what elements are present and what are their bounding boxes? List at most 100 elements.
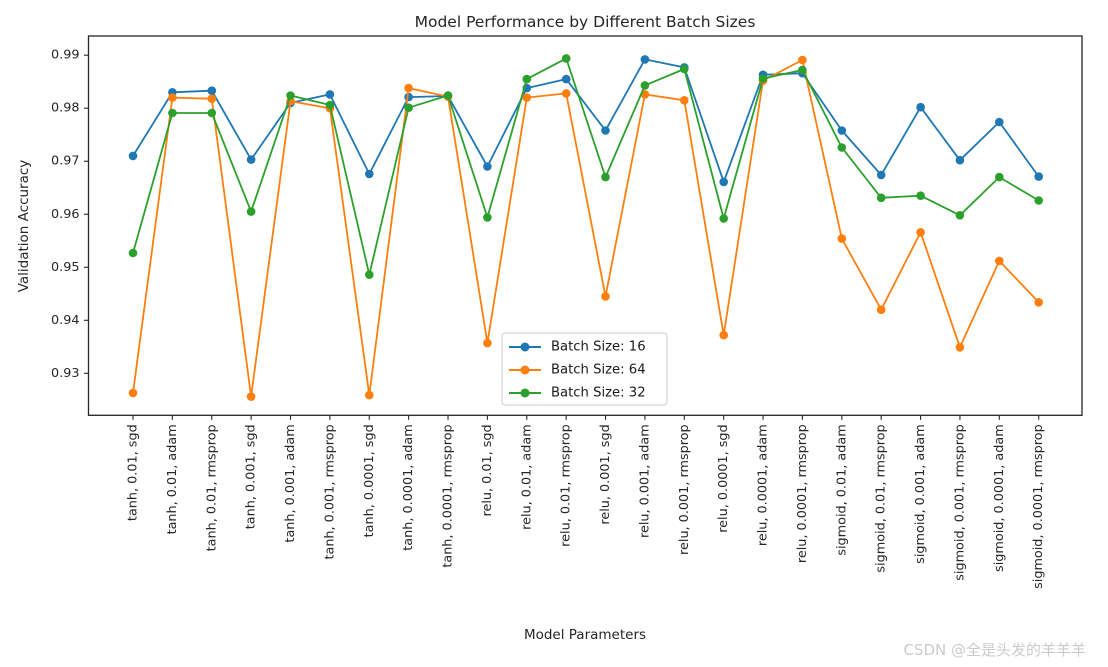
data-point <box>561 54 571 63</box>
data-point <box>955 211 965 220</box>
data-point <box>168 108 177 118</box>
data-point <box>837 143 847 152</box>
data-point <box>404 83 413 93</box>
x-tick-label: relu, 0.0001, sgd <box>716 424 731 532</box>
x-tick-label: relu, 0.001, adam <box>637 424 652 538</box>
data-point <box>207 86 217 95</box>
data-point <box>798 65 807 75</box>
y-axis-label: Validation Accuracy <box>16 160 32 293</box>
data-point <box>876 170 886 180</box>
x-tick-label: relu, 0.001, rmsprop <box>677 424 692 555</box>
data-point <box>443 91 453 100</box>
data-point <box>207 94 217 103</box>
legend-item-batch-16: Batch Size: 16 <box>509 340 646 355</box>
legend-item-batch-32: Batch Size: 32 <box>509 386 646 401</box>
y-tick-label: 0.97 <box>51 154 80 169</box>
x-tick-label: relu, 0.01, rmsprop <box>559 424 574 547</box>
data-point <box>955 343 965 352</box>
data-point <box>837 126 847 135</box>
x-tick-label: sigmoid, 0.0001, adam <box>992 424 1007 572</box>
data-point <box>601 126 610 135</box>
data-point <box>758 74 768 83</box>
data-point <box>561 74 571 84</box>
series-line <box>132 59 1040 398</box>
x-tick-label: tanh, 0.001, adam <box>283 424 298 542</box>
data-point <box>128 248 138 258</box>
data-point <box>365 390 374 400</box>
data-point <box>719 330 728 340</box>
y-tick-label: 0.95 <box>51 260 80 275</box>
data-point <box>207 108 217 118</box>
legend-frame <box>501 332 668 406</box>
data-point <box>680 96 689 105</box>
data-point <box>246 207 256 216</box>
series-line <box>132 57 1040 276</box>
x-tick-label: sigmoid, 0.0001, rmsprop <box>1031 424 1046 589</box>
y-tick-label: 0.98 <box>51 101 80 116</box>
data-point <box>719 214 728 223</box>
data-point <box>601 292 610 301</box>
data-point <box>522 93 532 102</box>
x-tick-label: tanh, 0.0001, sgd <box>362 424 377 537</box>
legend-label: Batch Size: 64 <box>551 363 646 378</box>
plot-border <box>87 35 1083 416</box>
data-point <box>798 55 807 65</box>
x-tick-label: relu, 0.01, sgd <box>480 424 495 516</box>
x-tick-label: tanh, 0.01, adam <box>165 424 180 534</box>
x-tick-label: sigmoid, 0.001, adam <box>913 424 928 564</box>
data-point <box>404 103 413 112</box>
x-tick-label: relu, 0.01, adam <box>519 424 534 530</box>
y-tick-label: 0.93 <box>51 366 80 381</box>
legend-label: Batch Size: 32 <box>551 386 646 401</box>
data-point <box>719 177 728 187</box>
data-point <box>325 90 335 99</box>
data-point <box>246 155 256 164</box>
x-tick-label: tanh, 0.0001, rmsprop <box>441 424 456 567</box>
data-point <box>916 191 925 200</box>
x-tick-label: tanh, 0.001, rmsprop <box>322 424 337 559</box>
data-point <box>128 388 138 398</box>
data-point <box>365 270 374 280</box>
data-point <box>483 213 492 222</box>
chart-title: Model Performance by Different Batch Siz… <box>415 13 756 31</box>
data-point <box>601 172 610 182</box>
x-tick-label: sigmoid, 0.001, rmsprop <box>952 424 967 580</box>
legend: Batch Size: 16 Batch Size: 64 Batch Size… <box>501 332 668 406</box>
data-point <box>365 169 374 179</box>
series-batch-size-32 <box>128 54 1043 280</box>
legend-item-batch-64: Batch Size: 64 <box>509 363 646 378</box>
data-point <box>128 151 138 161</box>
data-point <box>995 117 1004 127</box>
x-tick-label: tanh, 0.0001, adam <box>401 424 416 550</box>
x-tick-label: tanh, 0.01, sgd <box>126 424 141 521</box>
x-tick-label: tanh, 0.001, sgd <box>244 424 259 529</box>
data-point <box>1034 172 1043 181</box>
legend-label: Batch Size: 16 <box>551 340 646 355</box>
x-tick-label: tanh, 0.01, rmsprop <box>204 424 219 551</box>
data-point <box>246 392 256 401</box>
y-tick-label: 0.94 <box>51 313 80 328</box>
data-point <box>522 74 532 84</box>
data-point <box>916 102 925 112</box>
data-point <box>1034 298 1043 307</box>
x-tick-label: sigmoid, 0.01, rmsprop <box>874 424 889 572</box>
data-point <box>483 162 492 171</box>
data-point <box>916 228 925 237</box>
legend-marker <box>520 365 530 375</box>
data-point <box>876 193 886 203</box>
data-point <box>640 81 650 90</box>
data-point <box>995 256 1004 266</box>
x-tick-label: relu, 0.0001, adam <box>756 424 771 546</box>
data-point <box>680 64 689 74</box>
plot-area: 0.93 0.94 0.95 0.96 0.97 0.98 0.99 tanh, 0.01, … <box>51 48 1046 589</box>
data-point <box>955 155 965 165</box>
legend-marker <box>520 342 530 352</box>
watermark-text: CSDN @全是头发的羊羊羊 <box>903 641 1086 659</box>
x-tick-label: relu, 0.0001, rmsprop <box>795 424 810 563</box>
data-point <box>1034 196 1043 205</box>
y-tick-label: 0.96 <box>51 207 80 222</box>
x-tick-label: relu, 0.001, sgd <box>598 424 613 524</box>
legend-marker <box>520 388 530 398</box>
data-point <box>837 234 847 243</box>
x-tick-label: sigmoid, 0.01, adam <box>834 424 849 555</box>
